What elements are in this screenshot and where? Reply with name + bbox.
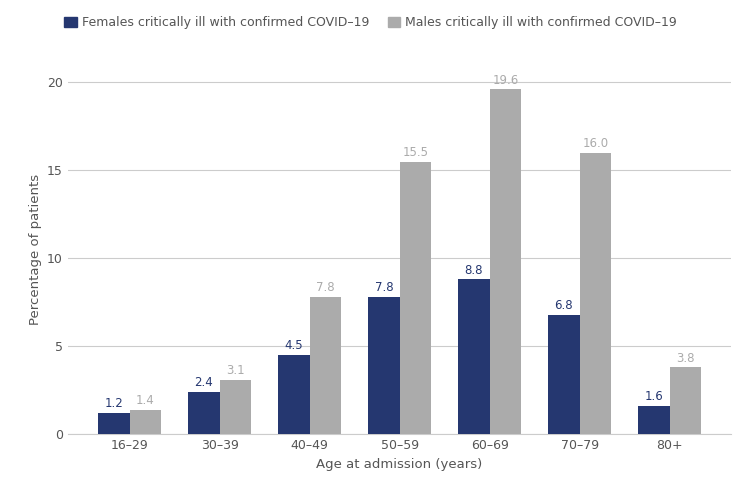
Bar (548, 314, 580, 434)
Legend: Females critically ill with confirmed COVID–19, Males critically ill with confir: Females critically ill with confirmed CO… (59, 11, 682, 34)
Bar (368, 297, 400, 434)
Bar (219, 380, 251, 434)
Y-axis label: Percentage of patients: Percentage of patients (29, 174, 41, 325)
Bar (458, 279, 489, 434)
Bar (489, 89, 521, 434)
Text: 4.5: 4.5 (284, 339, 303, 352)
Text: 1.2: 1.2 (104, 397, 123, 410)
Text: 15.5: 15.5 (403, 146, 428, 159)
Bar (188, 392, 219, 434)
Bar (130, 410, 161, 434)
Text: 3.1: 3.1 (226, 364, 244, 377)
Text: 1.4: 1.4 (136, 394, 155, 407)
Bar (98, 413, 130, 434)
Text: 3.8: 3.8 (676, 352, 694, 365)
Bar (400, 162, 431, 434)
Bar (638, 406, 670, 434)
Text: 16.0: 16.0 (582, 137, 608, 150)
Bar (670, 367, 701, 434)
Text: 7.8: 7.8 (375, 281, 393, 294)
Bar (580, 153, 611, 434)
X-axis label: Age at admission (years): Age at admission (years) (317, 458, 483, 471)
Text: 6.8: 6.8 (555, 299, 573, 312)
Bar (278, 355, 310, 434)
Bar (310, 297, 341, 434)
Text: 2.4: 2.4 (195, 376, 213, 389)
Text: 1.6: 1.6 (645, 390, 664, 403)
Text: 7.8: 7.8 (316, 281, 335, 294)
Text: 8.8: 8.8 (464, 264, 483, 277)
Text: 19.6: 19.6 (492, 74, 519, 87)
